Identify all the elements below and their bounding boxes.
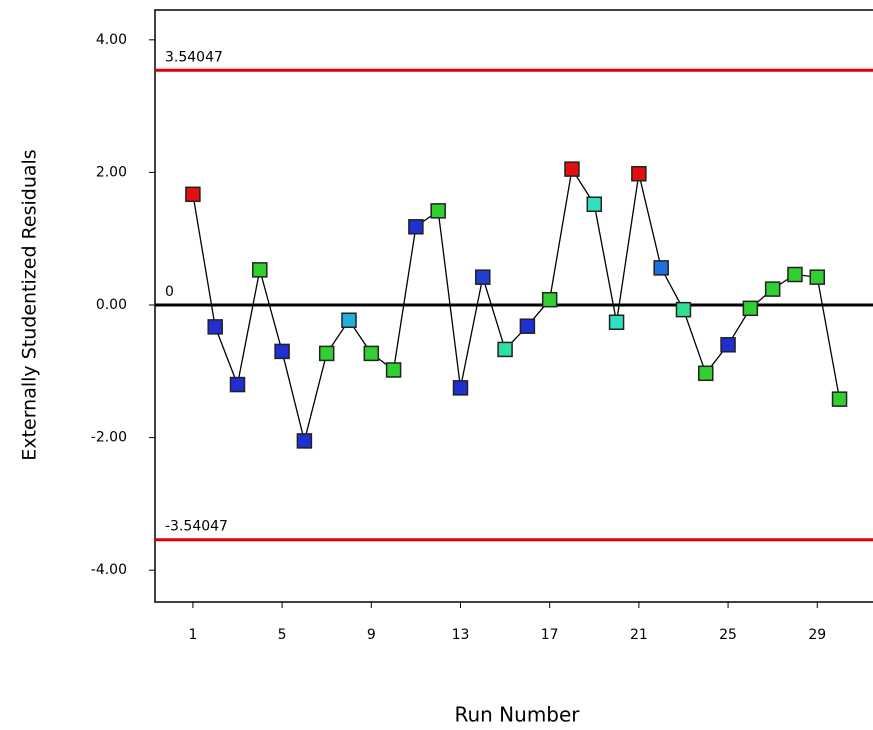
reference-label: 0 bbox=[165, 284, 174, 300]
residual-point bbox=[675, 301, 692, 318]
residual-point bbox=[274, 343, 290, 360]
x-tick-label: 13 bbox=[452, 627, 470, 643]
x-tick-label: 25 bbox=[719, 627, 737, 643]
y-tick-label: -4.00 bbox=[91, 562, 127, 578]
residual-point bbox=[318, 345, 335, 362]
y-tick-label: 4.00 bbox=[96, 32, 127, 48]
residual-point bbox=[564, 161, 580, 177]
residual-point bbox=[207, 319, 223, 335]
residual-point bbox=[831, 391, 848, 407]
x-tick-label: 17 bbox=[541, 627, 559, 643]
x-tick-label: 29 bbox=[808, 627, 826, 643]
residual-point bbox=[185, 186, 201, 203]
residual-point bbox=[363, 345, 380, 362]
residual-point bbox=[742, 300, 759, 317]
residual-point bbox=[497, 341, 513, 358]
y-tick-label: 2.00 bbox=[96, 164, 127, 180]
y-tick-label: -2.00 bbox=[91, 430, 127, 446]
x-tick-label: 1 bbox=[188, 627, 197, 643]
reference-label: -3.54047 bbox=[165, 519, 228, 535]
y-tick-label: 0.00 bbox=[96, 297, 127, 313]
y-axis-label: Externally Studentized Residuals bbox=[19, 149, 41, 460]
residual-point bbox=[229, 376, 246, 393]
residual-point bbox=[631, 165, 647, 182]
residual-point bbox=[296, 433, 313, 449]
residual-point bbox=[252, 262, 268, 278]
x-axis-label: Run Number bbox=[454, 703, 580, 727]
residual-point bbox=[809, 269, 826, 285]
residual-point bbox=[452, 380, 469, 396]
residual-point bbox=[586, 196, 603, 212]
residual-point bbox=[720, 337, 736, 353]
residual-point bbox=[541, 291, 558, 308]
residual-point bbox=[475, 269, 491, 285]
residual-point bbox=[764, 281, 781, 297]
residual-point bbox=[608, 314, 625, 330]
x-tick-label: 5 bbox=[278, 627, 287, 643]
residual-point bbox=[408, 219, 424, 235]
residual-point bbox=[385, 362, 402, 378]
residual-point bbox=[787, 266, 803, 283]
residual-point bbox=[653, 260, 669, 276]
residual-point bbox=[430, 203, 446, 219]
residual-point bbox=[698, 365, 714, 382]
reference-label: 3.54047 bbox=[165, 49, 223, 65]
x-tick-label: 21 bbox=[630, 627, 648, 643]
residual-point bbox=[341, 312, 357, 329]
x-tick-label: 9 bbox=[367, 627, 376, 643]
residual-point bbox=[519, 318, 536, 334]
